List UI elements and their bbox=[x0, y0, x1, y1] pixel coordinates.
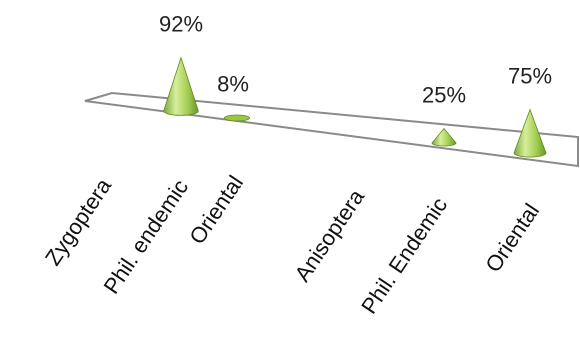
category-label-3: Oriental bbox=[184, 171, 248, 249]
cone-1 bbox=[163, 56, 199, 116]
cone-6 bbox=[513, 108, 547, 158]
category-label-2: Phil. endemic bbox=[99, 175, 194, 298]
data-label-6: 75% bbox=[508, 64, 552, 89]
cone-body bbox=[431, 127, 457, 147]
cone-2 bbox=[223, 114, 251, 122]
chart-floor bbox=[84, 91, 579, 168]
data-label-5: 25% bbox=[422, 83, 466, 108]
cone-body bbox=[163, 56, 199, 116]
category-label-5: Phil. Endemic bbox=[356, 193, 452, 318]
category-label-4: Anisoptera bbox=[290, 184, 370, 286]
cone-5 bbox=[431, 127, 457, 147]
cone-base bbox=[223, 114, 251, 122]
cone-body bbox=[513, 108, 547, 158]
data-label-1: 92% bbox=[159, 12, 203, 37]
category-label-6: Oriental bbox=[480, 199, 544, 277]
category-label-1: Zygoptera bbox=[40, 173, 117, 270]
data-label-2: 8% bbox=[217, 71, 249, 96]
